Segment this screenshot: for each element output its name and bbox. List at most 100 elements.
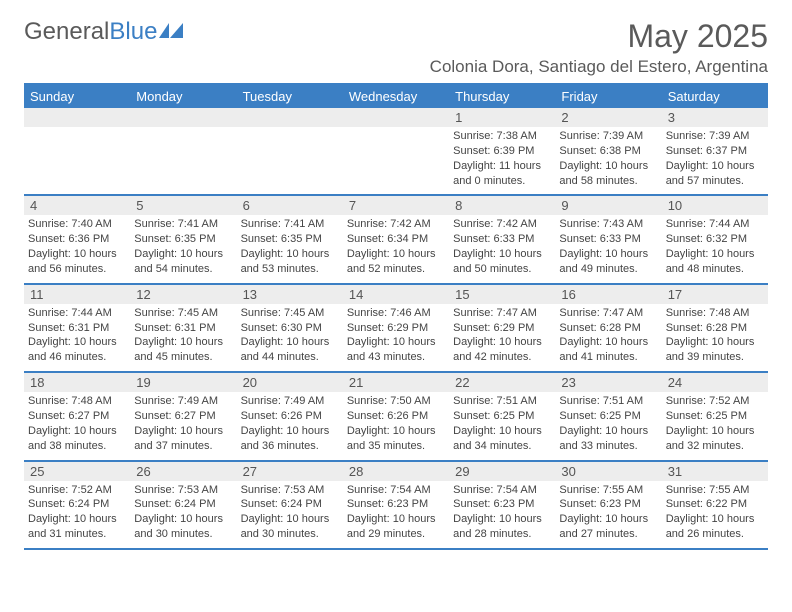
sunset-text: Sunset: 6:31 PM — [134, 321, 232, 336]
day-number: 30 — [555, 462, 661, 481]
day-info: Sunrise: 7:39 AMSunset: 6:37 PMDaylight:… — [666, 129, 764, 188]
sunset-text: Sunset: 6:35 PM — [241, 232, 339, 247]
brand-word-2: Blue — [109, 18, 157, 46]
day-number: 14 — [343, 285, 449, 304]
daylight-text: Daylight: 10 hours and 57 minutes. — [666, 159, 764, 189]
day-info: Sunrise: 7:47 AMSunset: 6:29 PMDaylight:… — [453, 306, 551, 365]
day-number: 25 — [24, 462, 130, 481]
day-cell: 25 Sunrise: 7:52 AMSunset: 6:24 PMDayligh… — [24, 462, 130, 548]
day-number: 21 — [343, 373, 449, 392]
daylight-text: Daylight: 10 hours and 36 minutes. — [241, 424, 339, 454]
day-cell: 18Sunrise: 7:48 AMSunset: 6:27 PMDayligh… — [24, 373, 130, 459]
daylight-text: Daylight: 10 hours and 34 minutes. — [453, 424, 551, 454]
day-cell: 10Sunrise: 7:44 AMSunset: 6:32 PMDayligh… — [662, 196, 768, 282]
sunrise-text: Sunrise: 7:51 AM — [559, 394, 657, 409]
sunrise-text: Sunrise: 7:44 AM — [28, 306, 126, 321]
sunrise-text: Sunrise: 7:45 AM — [241, 306, 339, 321]
day-info: Sunrise: 7:43 AMSunset: 6:33 PMDaylight:… — [559, 217, 657, 276]
day-info: Sunrise: 7:42 AMSunset: 6:34 PMDaylight:… — [347, 217, 445, 276]
week-row: 11Sunrise: 7:44 AMSunset: 6:31 PMDayligh… — [24, 285, 768, 373]
sunset-text: Sunset: 6:34 PM — [347, 232, 445, 247]
sunset-text: Sunset: 6:32 PM — [666, 232, 764, 247]
day-cell: 1 Sunrise: 7:38 AMSunset: 6:39 PMDaylight… — [449, 108, 555, 194]
sunset-text: Sunset: 6:37 PM — [666, 144, 764, 159]
day-cell: 11 Sunrise: 7:44 AMSunset: 6:31 PMDayligh… — [24, 285, 130, 371]
day-info: Sunrise: 7:40 AMSunset: 6:36 PMDaylight:… — [28, 217, 126, 276]
sunset-text: Sunset: 6:25 PM — [559, 409, 657, 424]
calendar: SundayMondayTuesdayWednesdayThursdayFrid… — [24, 83, 768, 550]
page-title: May 2025 — [627, 18, 768, 55]
day-number: 16 — [555, 285, 661, 304]
day-number: 9 — [555, 196, 661, 215]
sunrise-text: Sunrise: 7:45 AM — [134, 306, 232, 321]
daylight-text: Daylight: 10 hours and 46 minutes. — [28, 335, 126, 365]
day-cell — [130, 108, 236, 194]
day-cell: 29Sunrise: 7:54 AMSunset: 6:23 PMDayligh… — [449, 462, 555, 548]
sunrise-text: Sunrise: 7:38 AM — [453, 129, 551, 144]
day-cell: 15Sunrise: 7:47 AMSunset: 6:29 PMDayligh… — [449, 285, 555, 371]
sunrise-text: Sunrise: 7:51 AM — [453, 394, 551, 409]
daylight-text: Daylight: 10 hours and 42 minutes. — [453, 335, 551, 365]
day-info: Sunrise: 7:44 AMSunset: 6:32 PMDaylight:… — [666, 217, 764, 276]
sunset-text: Sunset: 6:31 PM — [28, 321, 126, 336]
weeks-container: 1 Sunrise: 7:38 AMSunset: 6:39 PMDaylight… — [24, 108, 768, 550]
day-number: 5 — [130, 196, 236, 215]
day-cell: 26Sunrise: 7:53 AMSunset: 6:24 PMDayligh… — [130, 462, 236, 548]
daylight-text: Daylight: 10 hours and 39 minutes. — [666, 335, 764, 365]
weekday-label: Thursday — [449, 85, 555, 108]
sunset-text: Sunset: 6:35 PM — [134, 232, 232, 247]
day-info: Sunrise: 7:49 AMSunset: 6:26 PMDaylight:… — [241, 394, 339, 453]
sunrise-text: Sunrise: 7:47 AM — [453, 306, 551, 321]
day-number: 26 — [130, 462, 236, 481]
day-number — [237, 108, 343, 127]
sunrise-text: Sunrise: 7:39 AM — [559, 129, 657, 144]
day-info: Sunrise: 7:42 AMSunset: 6:33 PMDaylight:… — [453, 217, 551, 276]
day-number: 3 — [662, 108, 768, 127]
sunset-text: Sunset: 6:29 PM — [347, 321, 445, 336]
weekday-label: Tuesday — [237, 85, 343, 108]
day-info: Sunrise: 7:52 AMSunset: 6:25 PMDaylight:… — [666, 394, 764, 453]
sunrise-text: Sunrise: 7:44 AM — [666, 217, 764, 232]
day-info: Sunrise: 7:52 AMSunset: 6:24 PMDaylight:… — [28, 483, 126, 542]
brand-logo: GeneralBlue — [24, 18, 185, 46]
week-row: 4 Sunrise: 7:40 AMSunset: 6:36 PMDaylight… — [24, 196, 768, 284]
day-info: Sunrise: 7:48 AMSunset: 6:27 PMDaylight:… — [28, 394, 126, 453]
sunset-text: Sunset: 6:23 PM — [453, 497, 551, 512]
day-cell — [24, 108, 130, 194]
daylight-text: Daylight: 10 hours and 29 minutes. — [347, 512, 445, 542]
day-info: Sunrise: 7:48 AMSunset: 6:28 PMDaylight:… — [666, 306, 764, 365]
day-cell: 20 Sunrise: 7:49 AMSunset: 6:26 PMDayligh… — [237, 373, 343, 459]
day-number — [343, 108, 449, 127]
daylight-text: Daylight: 10 hours and 30 minutes. — [241, 512, 339, 542]
daylight-text: Daylight: 10 hours and 35 minutes. — [347, 424, 445, 454]
day-info: Sunrise: 7:55 AMSunset: 6:23 PMDaylight:… — [559, 483, 657, 542]
daylight-text: Daylight: 10 hours and 37 minutes. — [134, 424, 232, 454]
sunset-text: Sunset: 6:23 PM — [347, 497, 445, 512]
weekday-header: SundayMondayTuesdayWednesdayThursdayFrid… — [24, 85, 768, 108]
day-number: 11 — [24, 285, 130, 304]
day-number: 8 — [449, 196, 555, 215]
day-info: Sunrise: 7:38 AMSunset: 6:39 PMDaylight:… — [453, 129, 551, 188]
sunrise-text: Sunrise: 7:47 AM — [559, 306, 657, 321]
sunrise-text: Sunrise: 7:53 AM — [241, 483, 339, 498]
day-number: 4 — [24, 196, 130, 215]
day-info: Sunrise: 7:50 AMSunset: 6:26 PMDaylight:… — [347, 394, 445, 453]
day-cell: 21 Sunrise: 7:50 AMSunset: 6:26 PMDayligh… — [343, 373, 449, 459]
brand-mark-icon — [159, 23, 185, 41]
sunset-text: Sunset: 6:22 PM — [666, 497, 764, 512]
day-number: 20 — [237, 373, 343, 392]
sunrise-text: Sunrise: 7:42 AM — [347, 217, 445, 232]
day-cell: 30 Sunrise: 7:55 AMSunset: 6:23 PMDayligh… — [555, 462, 661, 548]
day-info: Sunrise: 7:39 AMSunset: 6:38 PMDaylight:… — [559, 129, 657, 188]
day-number: 2 — [555, 108, 661, 127]
day-number: 1 — [449, 108, 555, 127]
sunset-text: Sunset: 6:33 PM — [453, 232, 551, 247]
daylight-text: Daylight: 10 hours and 43 minutes. — [347, 335, 445, 365]
sunset-text: Sunset: 6:33 PM — [559, 232, 657, 247]
sunrise-text: Sunrise: 7:53 AM — [134, 483, 232, 498]
header: GeneralBlue May 2025 — [24, 18, 768, 55]
sunrise-text: Sunrise: 7:49 AM — [134, 394, 232, 409]
day-info: Sunrise: 7:49 AMSunset: 6:27 PMDaylight:… — [134, 394, 232, 453]
day-info: Sunrise: 7:53 AMSunset: 6:24 PMDaylight:… — [241, 483, 339, 542]
daylight-text: Daylight: 10 hours and 26 minutes. — [666, 512, 764, 542]
